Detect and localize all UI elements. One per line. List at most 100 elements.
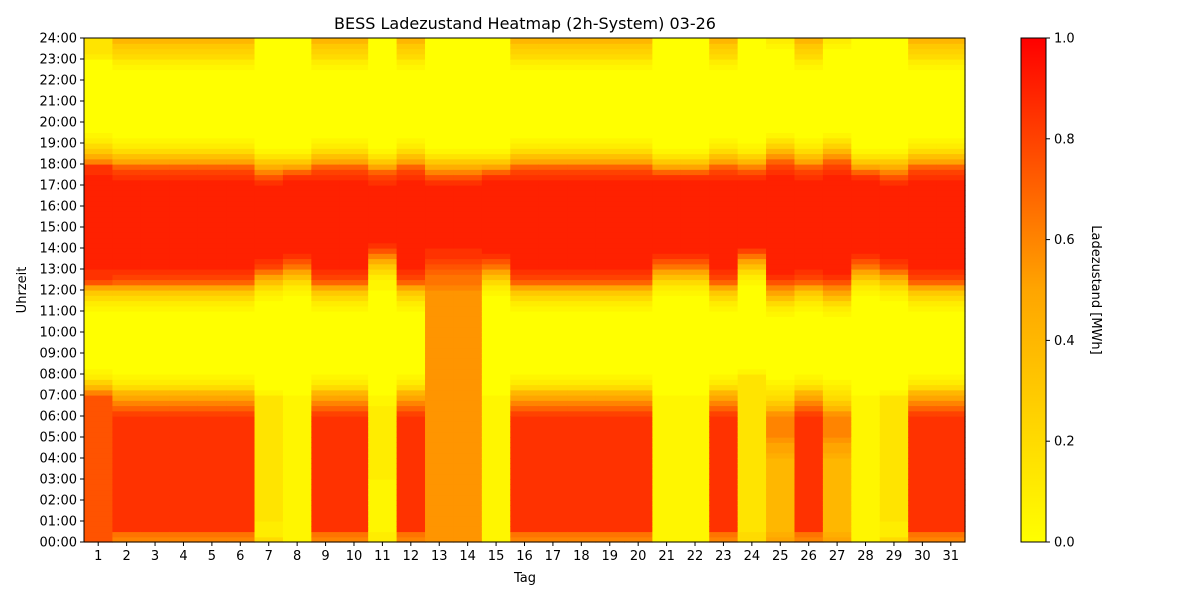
- heatmap-cell: [226, 290, 256, 296]
- heatmap-cell: [481, 468, 511, 475]
- heatmap-cell: [368, 510, 398, 517]
- heatmap-cell: [311, 500, 341, 506]
- heatmap-cell: [425, 53, 455, 60]
- heatmap-cell: [311, 43, 341, 50]
- heatmap-cell: [879, 74, 909, 81]
- heatmap-cell: [226, 232, 256, 239]
- heatmap-cell: [311, 69, 341, 76]
- heatmap-cell: [311, 531, 341, 538]
- heatmap-cell: [311, 221, 341, 228]
- heatmap-cell: [453, 347, 483, 354]
- heatmap-cell: [510, 526, 540, 533]
- heatmap-cell: [169, 179, 199, 186]
- heatmap-cell: [709, 137, 739, 144]
- heatmap-cell: [396, 479, 426, 485]
- heatmap-cell: [282, 132, 312, 139]
- heatmap-cell: [936, 174, 966, 181]
- heatmap-cell: [538, 416, 568, 422]
- heatmap-cell: [282, 195, 312, 202]
- heatmap-cell: [112, 137, 142, 144]
- heatmap-cell: [652, 237, 682, 244]
- heatmap-cell: [140, 295, 170, 302]
- heatmap-cell: [425, 190, 455, 197]
- heatmap-cell: [339, 500, 369, 506]
- heatmap-cell: [396, 326, 426, 333]
- heatmap-cell: [282, 395, 312, 401]
- heatmap-cell: [481, 431, 511, 438]
- heatmap-cell: [140, 290, 170, 296]
- heatmap-cell: [282, 363, 312, 370]
- heatmap-cell: [311, 526, 341, 533]
- heatmap-cell: [652, 143, 682, 149]
- heatmap-cell: [311, 347, 341, 354]
- heatmap-cell: [538, 95, 568, 102]
- heatmap-cell: [766, 85, 796, 92]
- heatmap-cell: [652, 90, 682, 97]
- heatmap-cell: [623, 358, 653, 365]
- heatmap-cell: [339, 242, 369, 249]
- y-axis-title: Uhrzeit: [15, 267, 30, 314]
- heatmap-cell: [851, 479, 881, 485]
- heatmap-cell: [112, 74, 142, 81]
- heatmap-cell: [623, 106, 653, 113]
- heatmap-cell: [538, 148, 568, 155]
- heatmap-cell: [339, 368, 369, 375]
- heatmap-cell: [254, 374, 284, 380]
- heatmap-cell: [254, 447, 284, 454]
- heatmap-cell: [595, 111, 625, 118]
- heatmap-cell: [709, 279, 739, 286]
- heatmap-cell: [879, 531, 909, 538]
- heatmap-cell: [453, 80, 483, 86]
- heatmap-cell: [481, 368, 511, 375]
- heatmap-cell: [339, 164, 369, 170]
- heatmap-cell: [282, 221, 312, 228]
- heatmap-cell: [112, 106, 142, 113]
- heatmap-cell: [936, 484, 966, 491]
- heatmap-cell: [510, 284, 540, 291]
- heatmap-cell: [623, 85, 653, 92]
- heatmap-cell: [623, 164, 653, 170]
- heatmap-cell: [282, 300, 312, 307]
- heatmap-cell: [936, 347, 966, 354]
- heatmap-cell: [908, 279, 938, 286]
- heatmap-cell: [510, 106, 540, 113]
- heatmap-cell: [112, 305, 142, 312]
- heatmap-cell: [197, 64, 227, 71]
- heatmap-cell: [197, 179, 227, 186]
- heatmap-cell: [339, 85, 369, 92]
- heatmap-cell: [652, 405, 682, 412]
- heatmap-cell: [595, 300, 625, 307]
- heatmap-cell: [311, 269, 341, 275]
- heatmap-cell: [453, 452, 483, 459]
- heatmap-cell: [425, 153, 455, 160]
- heatmap-cell: [311, 379, 341, 386]
- heatmap-cell: [879, 463, 909, 470]
- heatmap-cell: [339, 505, 369, 512]
- heatmap-cell: [481, 43, 511, 50]
- heatmap-cell: [822, 64, 852, 71]
- heatmap-cell: [254, 479, 284, 485]
- heatmap-cell: [822, 206, 852, 212]
- heatmap-cell: [851, 248, 881, 254]
- heatmap-cell: [510, 38, 540, 44]
- heatmap-cell: [226, 494, 256, 501]
- heatmap-cell: [908, 379, 938, 386]
- heatmap-cell: [481, 463, 511, 470]
- heatmap-cell: [140, 106, 170, 113]
- heatmap-cell: [368, 169, 398, 176]
- heatmap-cell: [481, 526, 511, 533]
- heatmap-cell: [254, 195, 284, 202]
- heatmap-cell: [879, 111, 909, 118]
- heatmap-cell: [396, 337, 426, 344]
- heatmap-cell: [737, 510, 767, 517]
- heatmap-cell: [737, 484, 767, 491]
- heatmap-cell: [311, 290, 341, 296]
- heatmap-cell: [169, 342, 199, 349]
- heatmap-cell: [908, 195, 938, 202]
- heatmap-cell: [595, 206, 625, 212]
- heatmap-cell: [140, 258, 170, 265]
- heatmap-cell: [538, 489, 568, 496]
- heatmap-cell: [339, 416, 369, 422]
- heatmap-cell: [339, 64, 369, 71]
- heatmap-cell: [453, 437, 483, 443]
